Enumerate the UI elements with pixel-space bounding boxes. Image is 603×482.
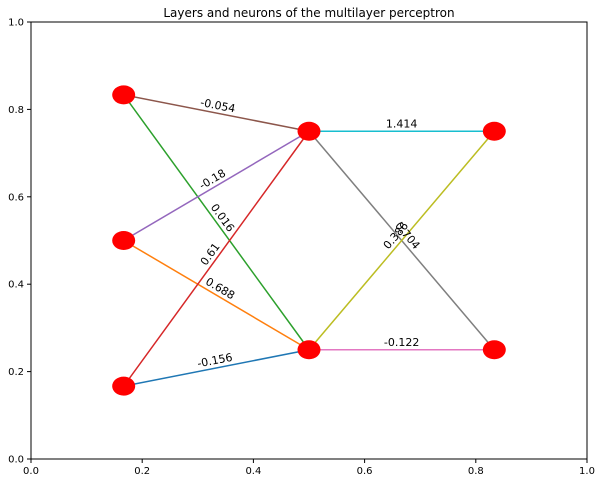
x-axis: 0.0 0.2 0.4 0.6 0.8 1.0	[23, 459, 595, 477]
x-tick-label-0: 0.0	[23, 466, 39, 477]
y-tick-label-5: 1.0	[8, 18, 24, 29]
edge-5	[123, 349, 310, 387]
edge-weight-label-0: -0.054	[199, 96, 236, 116]
x-tick-label-5: 1.0	[579, 466, 595, 477]
neuron-node-1	[112, 231, 136, 250]
x-tick-label-1: 0.2	[134, 466, 150, 477]
y-tick-label-2: 0.4	[8, 280, 24, 291]
edge-weight-label-6: 1.414	[386, 117, 418, 130]
edge-1	[123, 94, 310, 351]
chart-title: Layers and neurons of the multilayer per…	[163, 6, 454, 20]
y-tick-label-1: 0.2	[8, 367, 24, 378]
x-tick-label-4: 0.8	[468, 466, 484, 477]
edges-layer	[123, 94, 495, 387]
edge-0	[123, 94, 310, 132]
x-tick-label-3: 0.6	[357, 466, 373, 477]
edge-8	[308, 130, 495, 351]
nodes-layer	[112, 85, 506, 396]
y-tick-label-0: 0.0	[8, 455, 24, 466]
edge-2	[123, 130, 310, 242]
edge-weight-label-9: -0.122	[384, 336, 419, 349]
neuron-node-0	[112, 85, 136, 105]
y-axis: 0.0 0.2 0.4 0.6 0.8 1.0	[8, 18, 31, 466]
x-tick-label-2: 0.4	[245, 466, 261, 477]
plot-frame	[30, 21, 588, 460]
neuron-node-3	[297, 121, 321, 141]
neuron-node-6	[482, 340, 506, 360]
edge-weight-label-5: -0.156	[196, 351, 233, 371]
edge-4	[123, 130, 310, 387]
y-tick-label-3: 0.6	[8, 192, 24, 203]
neuron-node-2	[112, 376, 136, 396]
neuron-node-4	[297, 340, 321, 360]
y-tick-label-4: 0.8	[8, 105, 24, 116]
edge-3	[123, 239, 310, 351]
neuron-node-5	[482, 121, 506, 141]
